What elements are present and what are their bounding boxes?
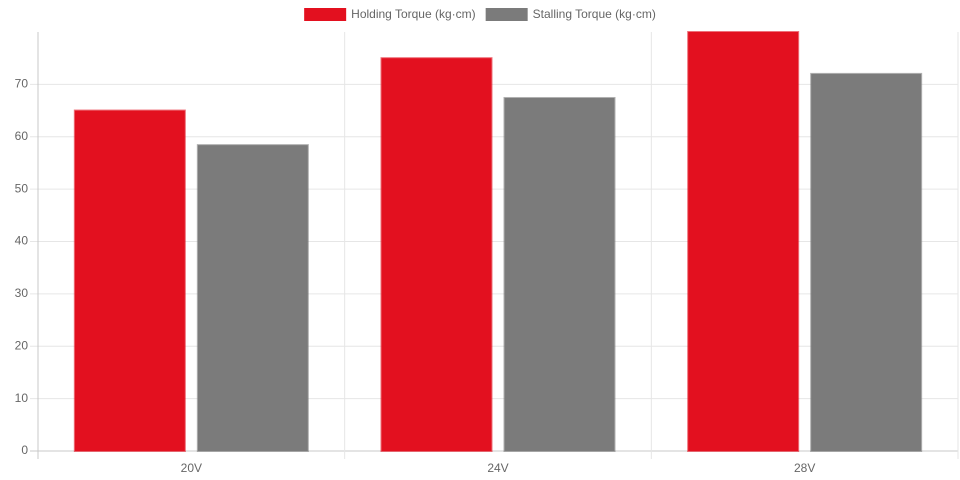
y-tick-label: 30 [15,286,29,300]
bar [73,109,186,452]
bar [810,72,923,453]
y-tick-label: 10 [15,391,29,405]
y-tick-label: 50 [15,181,29,195]
y-tick-label: 60 [15,129,29,143]
legend-swatch [485,8,528,21]
legend-swatch [304,8,347,21]
y-tick-label: 40 [15,234,29,248]
bar [687,31,800,452]
x-tick-label: 24V [487,461,508,475]
x-tick-label: 20V [181,461,202,475]
legend-label: Holding Torque (kg·cm) [351,7,476,21]
y-tick-label: 20 [15,338,29,352]
y-tick-label: 70 [15,77,29,91]
legend-label: Stalling Torque (kg·cm) [533,7,656,21]
x-tick-label: 28V [794,461,815,475]
y-tick-label: 0 [21,443,28,457]
bar [503,96,616,453]
bar [196,144,309,452]
bar [380,57,493,452]
